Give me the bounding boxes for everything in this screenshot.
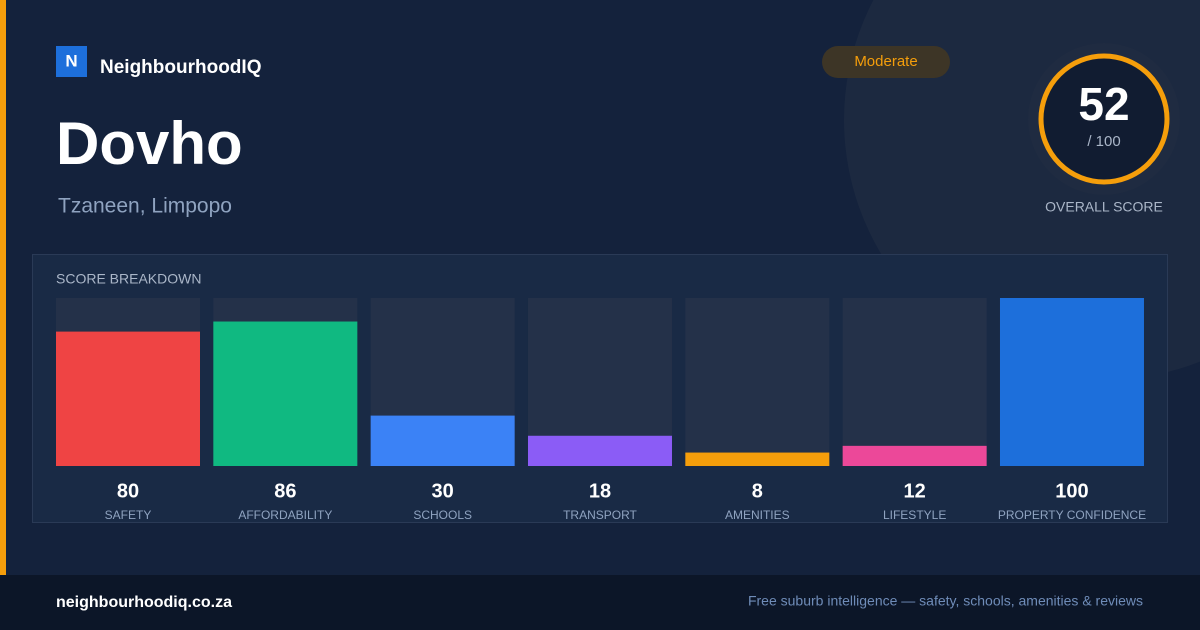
bar <box>685 452 830 466</box>
brand: NeighbourhoodIQ <box>100 57 261 78</box>
value-label: 86 <box>274 480 296 502</box>
bar <box>213 321 358 466</box>
bar-track <box>685 298 830 466</box>
value-label: 8 <box>752 480 763 502</box>
badge <box>822 46 950 78</box>
score-ring <box>1038 53 1170 185</box>
category-label: AFFORDABILITY <box>238 508 332 522</box>
value-label: 100 <box>1055 480 1088 502</box>
bar <box>527 435 672 466</box>
bar-track <box>842 298 987 466</box>
score-value: 52 <box>1078 78 1129 130</box>
badge-text: Moderate <box>854 53 917 70</box>
footer-domain: neighbourhoodiq.co.za <box>56 594 232 611</box>
category-label: SAFETY <box>105 508 152 522</box>
footer-tagline: Free suburb intelligence — safety, schoo… <box>748 593 1143 609</box>
logo-initial: N <box>65 51 77 70</box>
accent-stripe <box>0 0 6 575</box>
logo <box>56 46 87 77</box>
location: Tzaneen, Limpopo <box>58 195 232 218</box>
score-out-of: / 100 <box>1087 133 1120 150</box>
category-label: AMENITIES <box>725 508 790 522</box>
bar <box>370 415 515 466</box>
bar <box>56 331 200 466</box>
breakdown-title: SCORE BREAKDOWN <box>56 271 201 287</box>
footer <box>0 575 1200 630</box>
value-label: 18 <box>589 480 611 502</box>
suburb-title: Dovho <box>56 110 243 177</box>
category-label: PROPERTY CONFIDENCE <box>998 508 1146 522</box>
value-label: 80 <box>117 480 139 502</box>
category-label: LIFESTYLE <box>883 508 946 522</box>
value-label: 30 <box>432 480 454 502</box>
bar <box>999 298 1144 466</box>
category-label: SCHOOLS <box>413 508 472 522</box>
value-label: 12 <box>904 480 926 502</box>
score-label: OVERALL SCORE <box>1045 199 1163 215</box>
category-label: TRANSPORT <box>563 508 637 522</box>
bar <box>842 445 987 466</box>
